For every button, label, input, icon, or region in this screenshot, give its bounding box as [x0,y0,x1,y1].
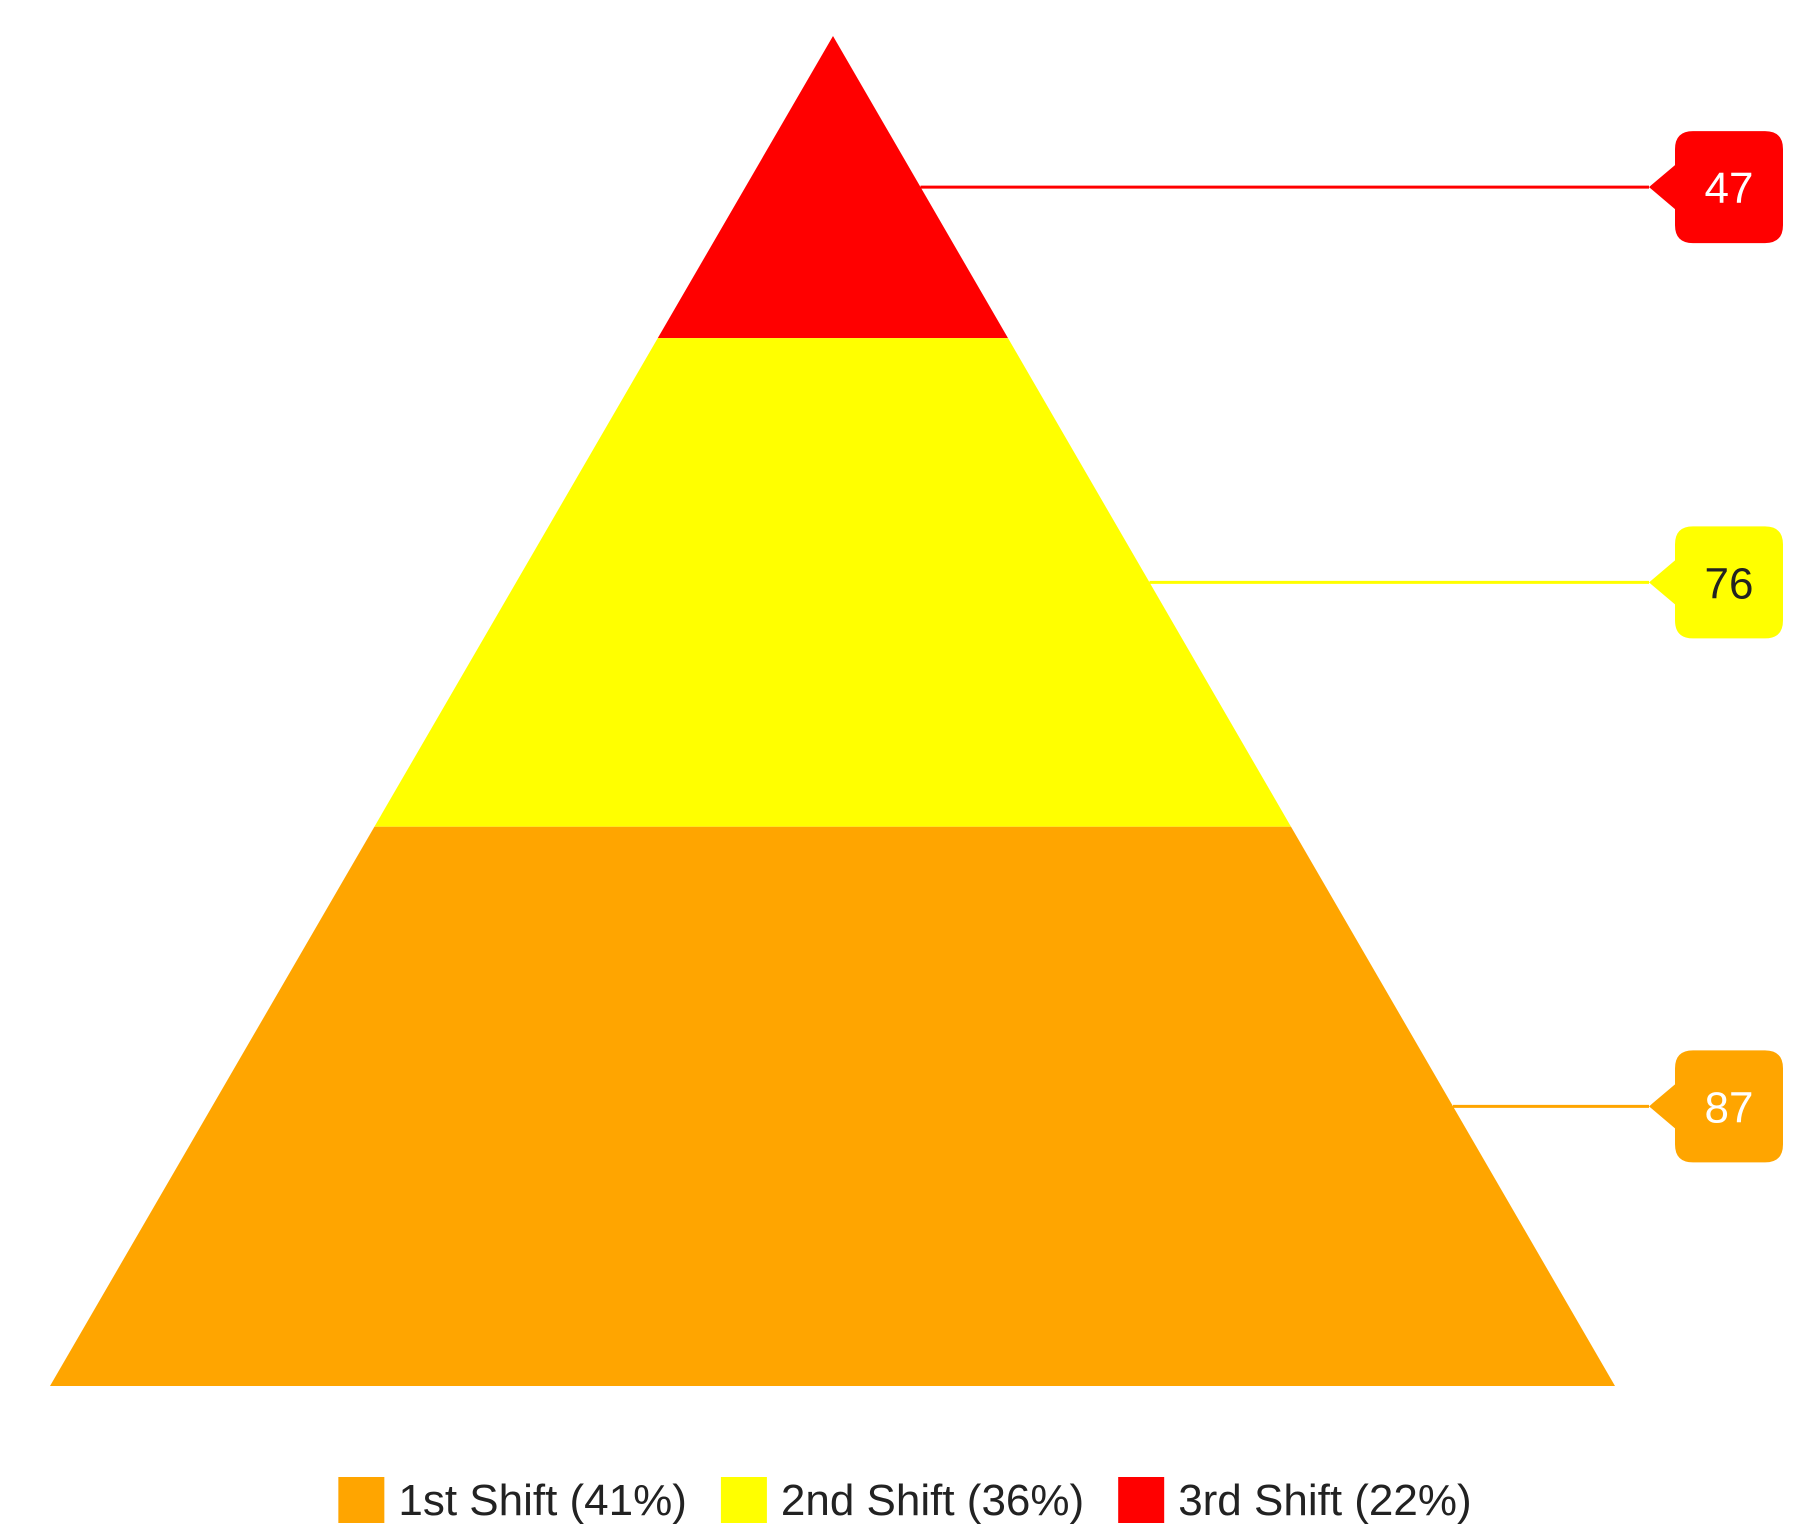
legend: 1st Shift (41%) 2nd Shift (36%) 3rd Shift … [338,1476,1472,1525]
pyramid-segments [50,36,1615,1386]
value-labels: 47 76 87 [1649,131,1783,1163]
value-label-3: 47 [1705,164,1754,213]
legend-item-3[interactable]: 3rd Shift (22%) [1118,1476,1472,1525]
legend-swatch-2 [720,1477,767,1523]
value-badge-2 [1649,526,1783,639]
value-label-2: 76 [1705,559,1754,608]
legend-item-1[interactable]: 1st Shift (41%) [338,1476,687,1525]
value-badge-3 [1649,131,1783,244]
value-badge-1 [1649,1050,1783,1163]
legend-label-3: 3rd Shift (22%) [1178,1476,1471,1525]
legend-label-1: 1st Shift (41%) [398,1476,687,1525]
legend-label-2: 2nd Shift (36%) [781,1476,1084,1525]
legend-item-2[interactable]: 2nd Shift (36%) [720,1476,1084,1525]
pyramid-segment-3[interactable] [657,36,1009,339]
legend-swatch-3 [1118,1477,1165,1523]
value-label-1: 87 [1705,1083,1754,1132]
leader-lines [920,185,1649,1108]
pyramid-segment-1[interactable] [50,826,1615,1386]
pyramid-segment-2[interactable] [374,338,1292,827]
legend-swatch-1 [338,1477,385,1523]
